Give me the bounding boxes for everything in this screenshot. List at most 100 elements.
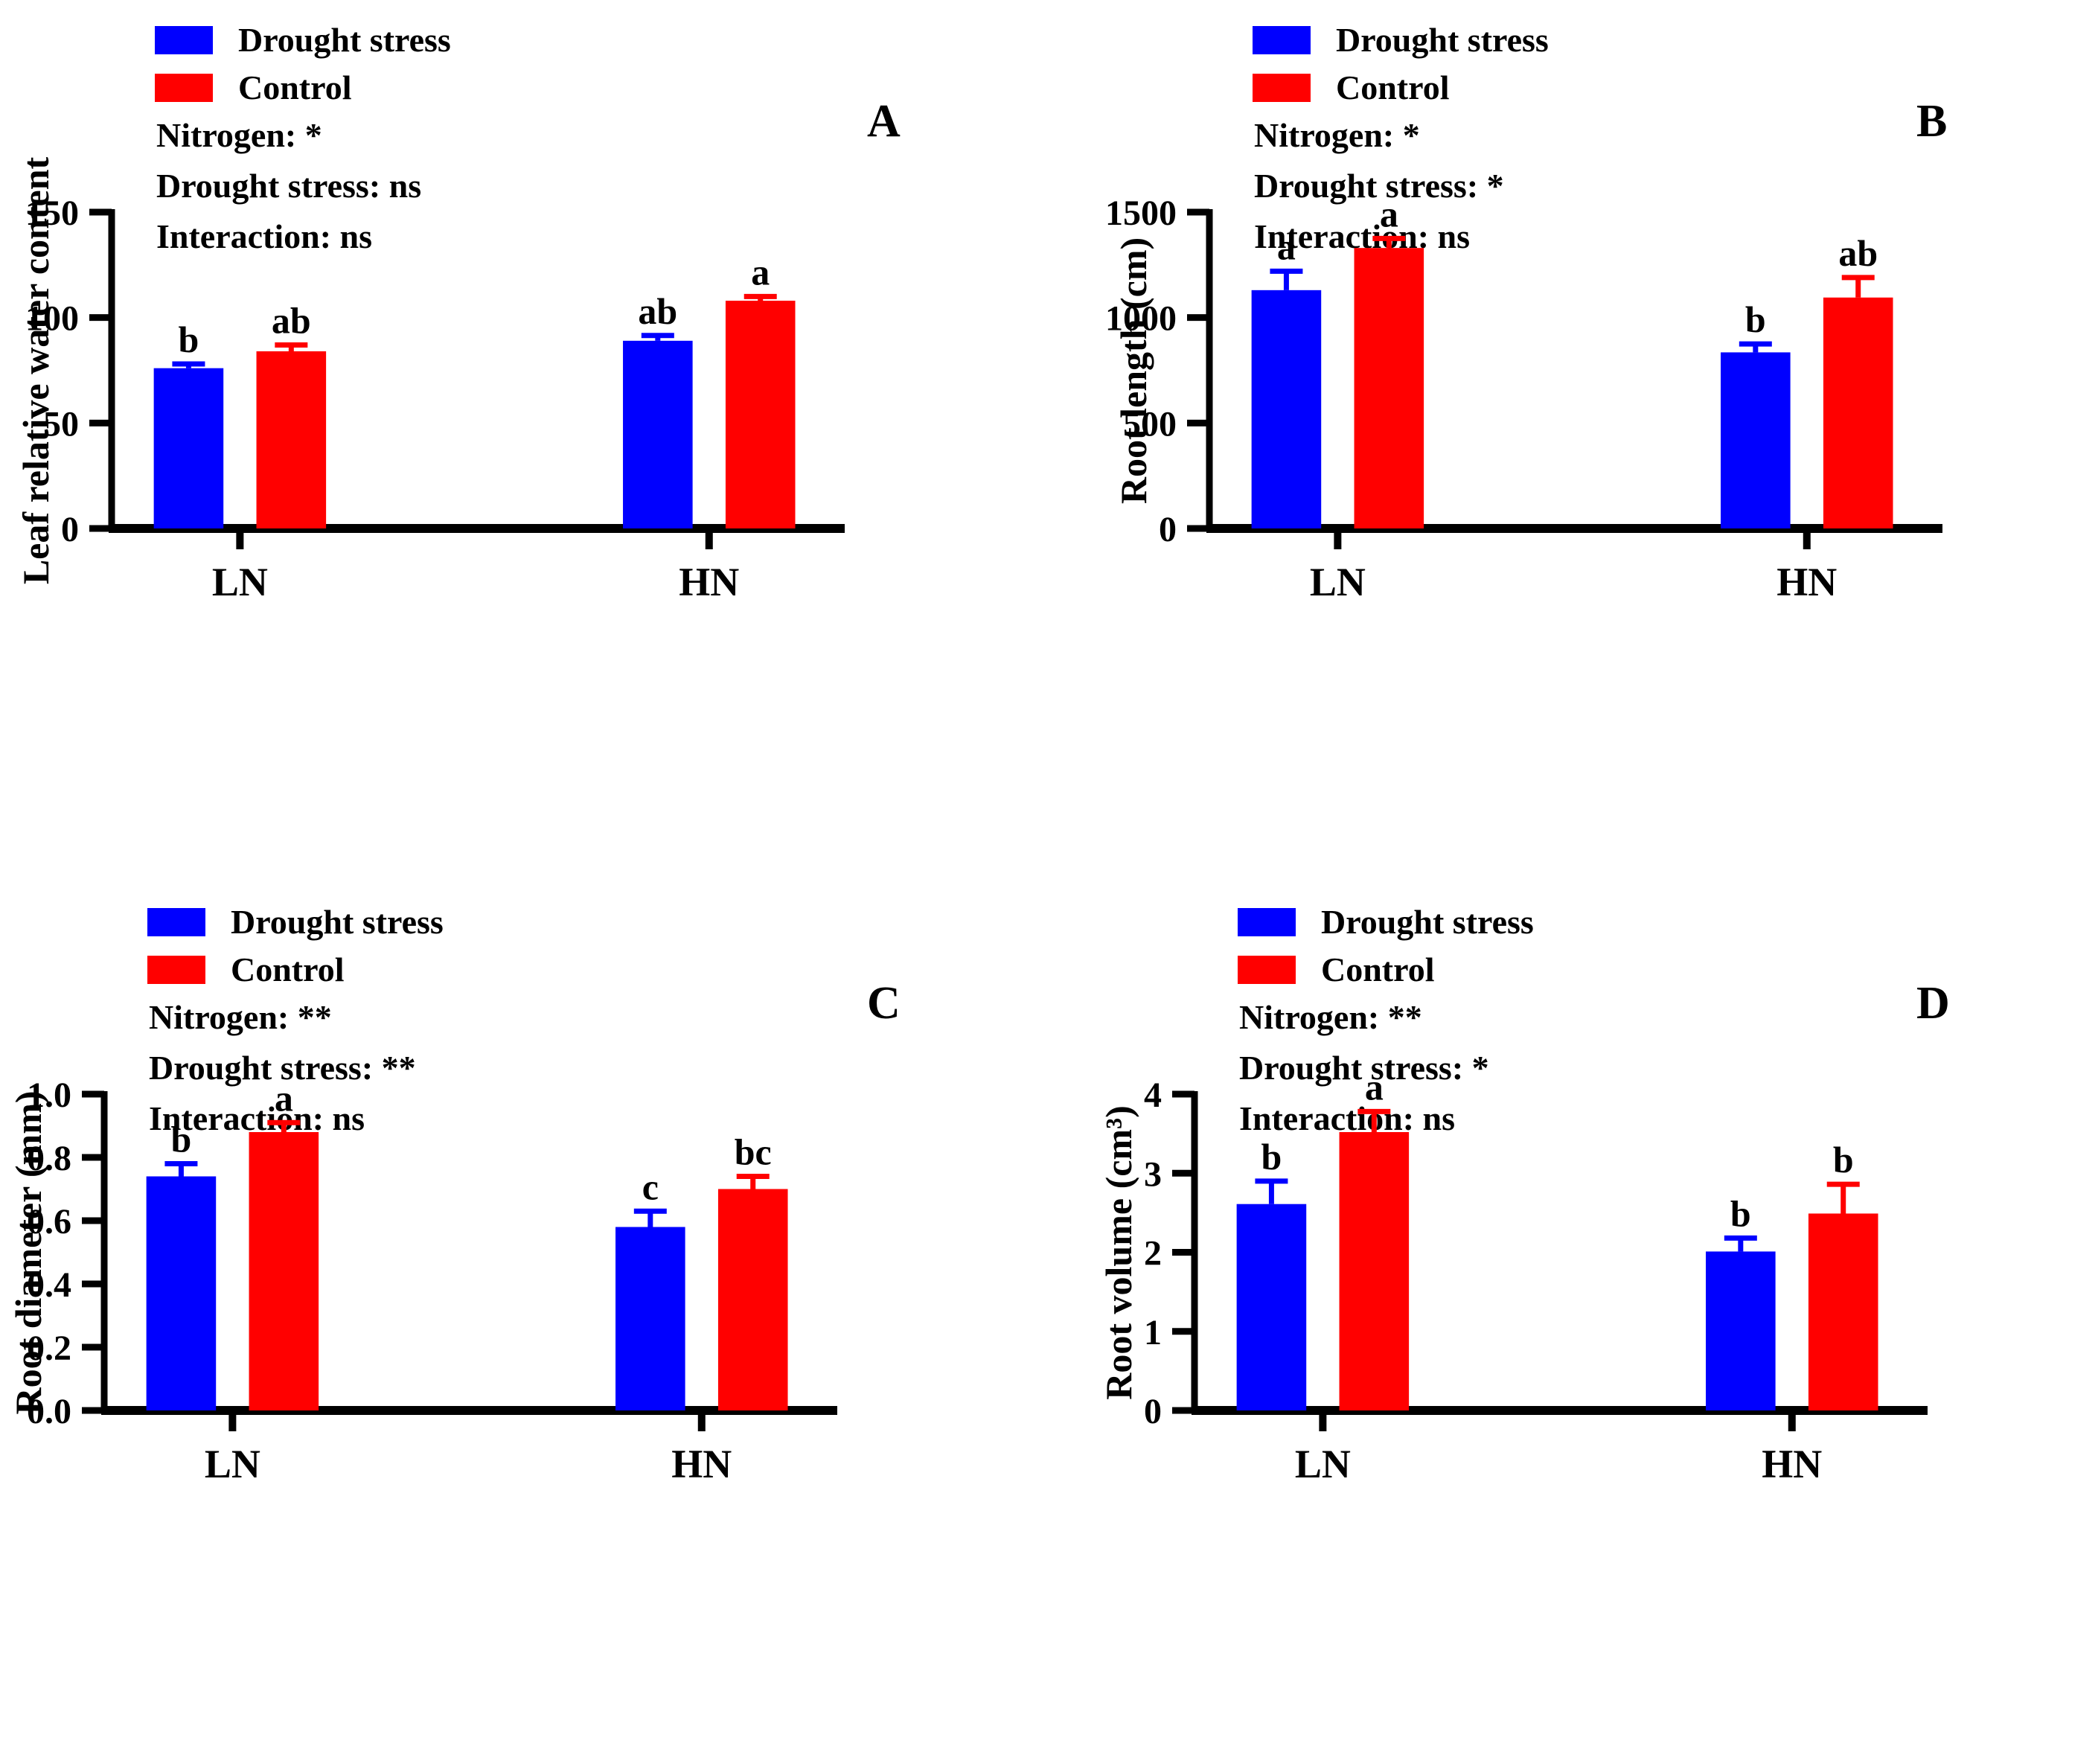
legend-swatch-drought-stress	[155, 26, 213, 54]
significance-letter: c	[642, 1166, 659, 1207]
legend-swatch-drought-stress	[1238, 908, 1296, 936]
legend-swatch-drought-stress	[1253, 26, 1311, 54]
x-category-label: LN	[212, 560, 268, 604]
significance-letter: bc	[735, 1131, 772, 1173]
bar-ln-control	[1339, 1132, 1410, 1410]
legend-item-control: Control	[155, 64, 451, 112]
legend-label: Control	[1321, 950, 1435, 988]
y-tick-label: 0.6	[27, 1202, 71, 1241]
bar-ln-control	[249, 1132, 319, 1410]
y-tick-label: 0	[1159, 510, 1177, 549]
y-tick-label: 50	[43, 404, 79, 444]
annotation-interaction: Interaction: ns	[149, 1099, 365, 1137]
y-tick-label: 1.0	[27, 1076, 71, 1115]
legend-label: Drought stress	[238, 21, 451, 59]
y-tick-label: 0.8	[27, 1139, 71, 1178]
significance-letter: a	[275, 1077, 293, 1119]
legend-swatch-control	[155, 74, 213, 102]
bar-hn-drought-stress	[615, 1227, 685, 1410]
y-tick-label: 1000	[1105, 299, 1177, 339]
legend-item-drought-stress: Drought stress	[147, 898, 444, 946]
significance-letter: b	[1730, 1192, 1751, 1234]
annotation-drought-stress: Drought stress: *	[1254, 167, 1504, 205]
significance-letter: a	[751, 251, 770, 293]
legend-item-control: Control	[1238, 946, 1534, 994]
bar-ln-drought-stress	[1251, 290, 1322, 528]
legend-swatch-control	[1238, 956, 1296, 984]
anova-annotations: Nitrogen: * Drought stress: ns Interacti…	[156, 110, 421, 262]
y-tick-label: 1500	[1105, 194, 1177, 233]
significance-letter: b	[1833, 1139, 1854, 1180]
bar-hn-control	[717, 1189, 788, 1410]
legend-item-drought-stress: Drought stress	[1253, 16, 1549, 64]
legend-label: Drought stress	[1336, 21, 1549, 59]
legend-swatch-drought-stress	[147, 908, 205, 936]
x-category-label: HN	[671, 1442, 732, 1486]
bar-hn-drought-stress	[1721, 352, 1791, 528]
significance-letter: a	[1380, 193, 1398, 234]
y-tick-label: 0.0	[27, 1392, 71, 1431]
legend-swatch-control	[1253, 74, 1311, 102]
y-tick-label: 0	[61, 510, 79, 549]
significance-letter: a	[1365, 1066, 1384, 1108]
x-category-label: LN	[1295, 1442, 1351, 1486]
y-tick-label: 3	[1144, 1154, 1162, 1194]
significance-letter: ab	[638, 290, 677, 332]
anova-annotations: Nitrogen: ** Drought stress: * Interacti…	[1239, 992, 1489, 1144]
annotation-nitrogen: Nitrogen: *	[1254, 116, 1420, 154]
legend: Drought stress Control	[1238, 898, 1534, 994]
y-tick-label: 150	[25, 194, 79, 233]
legend: Drought stress Control	[155, 16, 451, 112]
annotation-nitrogen: Nitrogen: **	[149, 998, 332, 1036]
x-category-label: LN	[1310, 560, 1366, 604]
annotation-interaction: Interaction: ns	[1239, 1099, 1456, 1137]
bar-ln-drought-stress	[153, 368, 224, 528]
significance-letter: a	[1277, 226, 1296, 267]
annotation-drought-stress: Drought stress: *	[1239, 1049, 1489, 1087]
annotation-nitrogen: Nitrogen: **	[1239, 998, 1422, 1036]
bar-ln-drought-stress	[146, 1176, 217, 1410]
panel-b: Drought stress Control Nitrogen: * Droug…	[1049, 0, 2098, 882]
plot-area: 0 500 1000 1500 a a LN b ab HN	[1105, 193, 1942, 604]
x-category-label: HN	[1776, 560, 1837, 604]
panel-d: Drought stress Control Nitrogen: ** Drou…	[1049, 882, 2098, 1764]
panel-c: Drought stress Control Nitrogen: ** Drou…	[0, 882, 1049, 1764]
y-tick-label: 1	[1144, 1313, 1162, 1352]
legend-item-control: Control	[1253, 64, 1549, 112]
plot-area: 0 1 2 3 4 b a LN b b HN	[1144, 1066, 1928, 1486]
legend-item-drought-stress: Drought stress	[1238, 898, 1534, 946]
bar-hn-control	[1808, 1213, 1878, 1410]
legend-label: Control	[238, 68, 352, 106]
x-category-label: HN	[679, 560, 739, 604]
annotation-drought-stress: Drought stress: **	[149, 1049, 416, 1087]
x-category-label: LN	[205, 1442, 260, 1486]
plot-area: 0 50 100 150 b ab LN ab a HN	[25, 194, 845, 604]
y-tick-label: 0.4	[27, 1265, 71, 1305]
legend-label: Drought stress	[1321, 903, 1534, 941]
legend-item-drought-stress: Drought stress	[155, 16, 451, 64]
annotation-interaction: Interaction: ns	[156, 217, 373, 255]
significance-letter: b	[179, 319, 199, 360]
legend-label: Control	[1336, 68, 1450, 106]
significance-letter: b	[1745, 298, 1766, 340]
x-category-label: HN	[1762, 1442, 1822, 1486]
panel-letter: D	[1916, 978, 1950, 1029]
significance-letter: ab	[272, 300, 311, 342]
legend-label: Control	[231, 950, 345, 988]
annotation-drought-stress: Drought stress: ns	[156, 167, 422, 205]
legend-swatch-control	[147, 956, 205, 984]
bar-ln-drought-stress	[1236, 1204, 1307, 1410]
y-tick-label: 0	[1144, 1392, 1162, 1431]
y-tick-label: 500	[1123, 404, 1177, 444]
legend: Drought stress Control	[147, 898, 444, 994]
y-tick-label: 0.2	[27, 1329, 71, 1368]
annotation-nitrogen: Nitrogen: *	[156, 116, 322, 154]
plot-area: 0.0 0.2 0.4 0.6 0.8 1.0 b a LN c bc HN	[27, 1076, 837, 1486]
panel-letter: C	[867, 978, 901, 1029]
bar-ln-control	[1354, 248, 1424, 528]
legend: Drought stress Control	[1253, 16, 1549, 112]
legend-item-control: Control	[147, 946, 444, 994]
bar-hn-control	[725, 301, 796, 528]
significance-letter: ab	[1838, 232, 1878, 274]
